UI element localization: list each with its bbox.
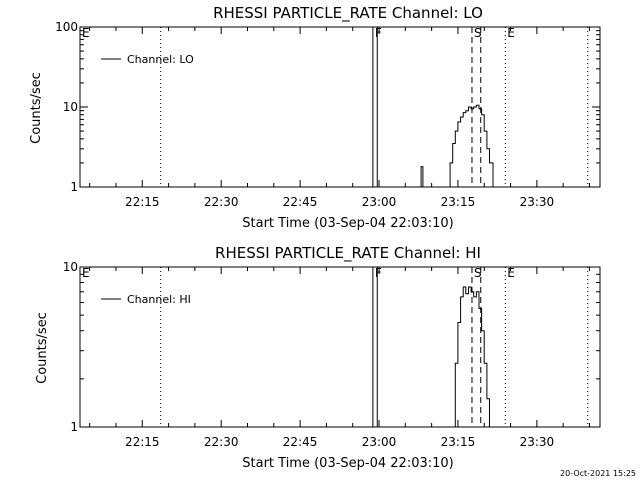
event-marker-label-hi: E	[82, 266, 90, 280]
y-tick-label-lo: 1	[70, 180, 78, 194]
chart-title-lo: RHESSI PARTICLE_RATE Channel: LO	[213, 4, 483, 23]
chart-marks: 22:15 22:30 22:45 23:00 23:15 23:30 1 10 100 E F S E…	[55, 20, 601, 449]
x-tick-label-hi: 23:00	[362, 435, 397, 449]
y-tick-label-hi: 1	[70, 420, 78, 434]
x-tick-label-hi: 22:30	[204, 435, 239, 449]
x-tick-label-hi: 23:15	[441, 435, 476, 449]
chart-title-hi: RHESSI PARTICLE_RATE Channel: HI	[215, 244, 481, 263]
series-line-lo	[447, 104, 494, 188]
event-marker-label-hi: S	[474, 266, 482, 280]
series-line-hi	[452, 286, 490, 428]
x-tick-label-lo: 23:00	[362, 195, 397, 209]
y-tick-label-lo: 10	[63, 100, 78, 114]
event-marker-label-hi: E	[507, 266, 515, 280]
y-tick-label-lo: 100	[55, 20, 78, 34]
y-axis-label-lo: Counts/sec	[29, 72, 44, 144]
footer-timestamp: 20-Oct-2021 15:25	[560, 469, 636, 478]
x-axis-label-hi: Start Time (03-Sep-04 22:03:10)	[242, 456, 453, 471]
event-marker-label-hi: F	[375, 266, 382, 280]
legend-label-hi: Channel: HI	[127, 293, 191, 306]
x-tick-label-hi: 22:15	[125, 435, 160, 449]
x-tick-label-hi: 22:45	[283, 435, 318, 449]
x-axis-label-lo: Start Time (03-Sep-04 22:03:10)	[242, 216, 453, 231]
x-tick-label-lo: 22:30	[204, 195, 239, 209]
plot-frame-hi	[79, 266, 601, 428]
event-marker-label-lo: F	[375, 26, 382, 40]
x-tick-label-hi: 23:30	[520, 435, 555, 449]
event-marker-label-lo: S	[474, 26, 482, 40]
y-tick-label-hi: 10	[63, 260, 78, 274]
x-tick-label-lo: 23:15	[441, 195, 476, 209]
series-line-lo	[419, 166, 424, 188]
event-marker-label-lo: E	[82, 26, 90, 40]
x-tick-label-lo: 22:15	[125, 195, 160, 209]
x-tick-label-lo: 23:30	[520, 195, 555, 209]
y-axis-label-hi: Counts/sec	[35, 312, 50, 384]
x-tick-label-lo: 22:45	[283, 195, 318, 209]
event-marker-label-lo: E	[507, 26, 515, 40]
